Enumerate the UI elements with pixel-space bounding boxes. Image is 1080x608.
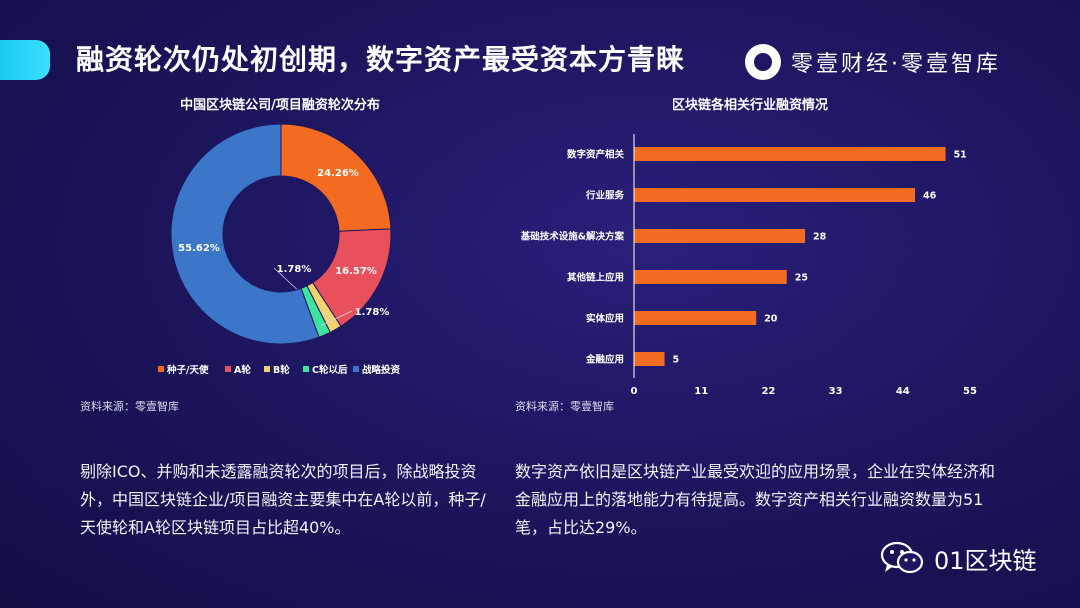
donut-chart: 24.26% 16.57% 1.78% 1.78% 55.62% 种子/天使 A轮 B轮 C轮以…	[158, 123, 401, 376]
legend-swatch-0	[158, 366, 164, 372]
legend-swatch-1	[225, 366, 231, 372]
legend-swatch-2	[264, 366, 270, 372]
legend-label-4: 战略投资	[362, 364, 401, 376]
donut-label-0: 24.26%	[317, 168, 359, 179]
donut-source: 资料来源：零壹智库	[80, 400, 179, 413]
brand-name: 零壹财经·零壹智库	[791, 52, 1001, 77]
legend-label-3: C轮以后	[312, 364, 348, 376]
bar-1	[634, 188, 916, 202]
wechat-footer: 01区块链	[880, 540, 1037, 576]
bar-4	[634, 311, 757, 325]
legend-swatch-4	[353, 366, 359, 372]
left-paragraph: 剔除ICO、并购和未透露融资轮次的项目后，除战略投资外，中国区块链企业/项目融资…	[80, 462, 486, 537]
bar-x-tick-2: 22	[761, 386, 775, 397]
legend-label-1: A轮	[234, 364, 251, 376]
brand-logo-icon	[745, 44, 781, 80]
brand: 零壹财经·零壹智库	[745, 42, 1001, 82]
donut-label-1: 16.57%	[335, 266, 377, 277]
wechat-icon	[880, 541, 924, 574]
donut-slice-0	[280, 123, 392, 232]
bar-x-tick-5: 55	[963, 386, 977, 397]
legend-swatch-3	[303, 366, 309, 372]
bar-value-4: 20	[764, 314, 778, 325]
bar-value-5: 5	[673, 355, 680, 366]
legend-label-0: 种子/天使	[166, 364, 209, 376]
bar-value-1: 46	[923, 191, 937, 202]
right-paragraph: 数字资产依旧是区块链产业最受欢迎的应用场景，企业在实体经济和金融应用上的落地能力…	[515, 462, 996, 537]
donut-slice-4	[170, 123, 320, 345]
bar-category-4: 实体应用	[586, 313, 624, 325]
title-accent-bar	[0, 40, 50, 80]
bar-x-tick-4: 44	[896, 386, 910, 397]
donut-chart-title: 中国区块链公司/项目融资轮次分布	[180, 98, 380, 113]
bar-source: 资料来源：零壹智库	[515, 400, 614, 413]
donut-label-2: 1.78%	[277, 264, 312, 275]
bar-5	[634, 352, 665, 366]
bar-category-2: 基础技术设施&解决方案	[520, 231, 625, 243]
bar-chart-title: 区块链各相关行业融资情况	[671, 98, 828, 113]
bar-category-3: 其他链上应用	[567, 272, 624, 284]
bar-2	[634, 229, 806, 243]
bar-x-tick-0: 0	[631, 386, 638, 397]
bar-category-5: 金融应用	[585, 354, 624, 366]
bar-category-0: 数字资产相关	[566, 149, 625, 161]
donut-label-3: 1.78%	[355, 307, 390, 318]
bar-0	[634, 147, 946, 161]
legend-label-2: B轮	[273, 364, 290, 376]
bar-category-1: 行业服务	[585, 190, 625, 202]
donut-leader-3	[320, 310, 353, 327]
bar-3	[634, 270, 787, 284]
bar-chart: 数字资产相关 51 行业服务 46 基础技术设施&解决方案 28 其他链上应用 25 实体应用 2…	[520, 134, 977, 397]
wechat-account-name: 01区块链	[934, 546, 1037, 575]
bar-value-3: 25	[795, 273, 808, 284]
bar-value-0: 51	[954, 150, 967, 161]
page-title: 融资轮次仍处初创期，数字资产最受资本方青睐	[76, 43, 686, 76]
bar-x-tick-3: 33	[829, 386, 843, 397]
donut-label-4: 55.62%	[178, 243, 220, 254]
bar-x-tick-1: 11	[694, 386, 708, 397]
bar-value-2: 28	[813, 232, 827, 243]
